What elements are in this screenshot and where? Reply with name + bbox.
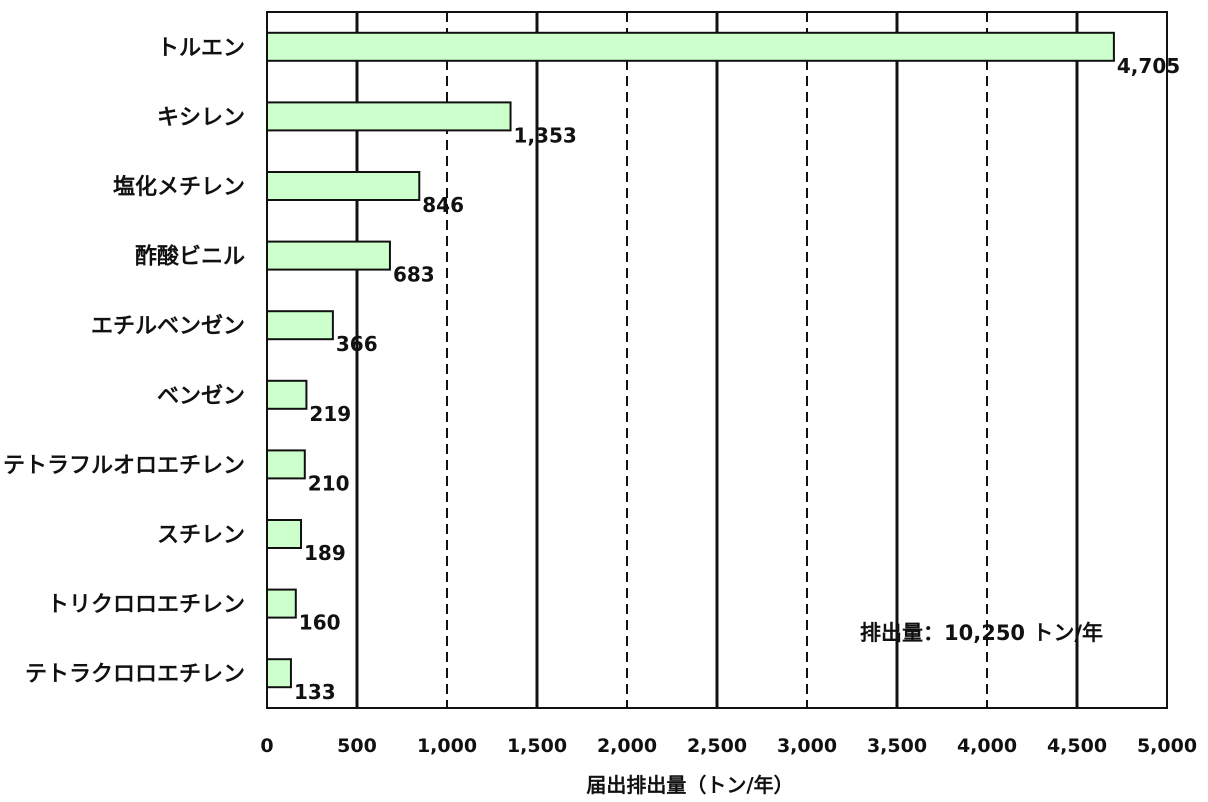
x-tick-label: 2,500 — [687, 735, 747, 757]
data-label: 160 — [299, 611, 341, 635]
x-tick-label: 1,500 — [507, 735, 567, 757]
bar — [266, 240, 391, 271]
bar — [266, 31, 1115, 62]
x-tick-label: 2,000 — [597, 735, 657, 757]
bar — [266, 658, 292, 689]
total-emission-annotation: 排出量：10,250 トン/年 — [860, 621, 1103, 645]
bar — [266, 171, 421, 201]
bar — [266, 588, 297, 619]
data-label: 210 — [308, 471, 350, 495]
data-label: 133 — [294, 680, 336, 704]
bar — [266, 379, 308, 410]
x-tick-label: 0 — [260, 735, 273, 757]
category-labels: トルエンキシレン塩化メチレン酢酸ビニルエチルベンゼンベンゼンテトラフルオロエチレ… — [3, 36, 245, 687]
category-label: 酢酸ビニル — [135, 245, 245, 270]
category-label: トリクロロエチレン — [47, 593, 245, 618]
x-tick-label: 5,000 — [1137, 735, 1197, 757]
data-label: 846 — [422, 193, 464, 217]
bar — [266, 519, 303, 549]
bar — [266, 101, 512, 132]
data-label: 4,705 — [1117, 54, 1180, 78]
bars — [266, 31, 1115, 689]
x-tick-label: 3,000 — [777, 735, 837, 757]
data-label: 1,353 — [514, 123, 577, 147]
x-axis-title: 届出排出量（トン/年） — [586, 773, 793, 797]
category-label: ベンゼン — [157, 384, 245, 409]
x-axis-ticks: 0 500 1,000 1,500 2,000 2,500 3,000 3,500 4,000 4… — [260, 735, 1197, 757]
category-label: トルエン — [157, 36, 245, 61]
category-label: キシレン — [157, 105, 245, 130]
data-label: 219 — [309, 402, 351, 426]
x-tick-label: 500 — [337, 735, 377, 757]
plot-area — [266, 11, 1168, 709]
data-label: 189 — [304, 541, 346, 565]
data-label: 683 — [393, 263, 435, 287]
x-tick-label: 3,500 — [867, 735, 927, 757]
x-tick-label: 4,000 — [957, 735, 1017, 757]
x-tick-label: 4,500 — [1047, 735, 1107, 757]
category-label: テトラクロロエチレン — [25, 662, 245, 687]
category-label: エチルベンゼン — [91, 314, 245, 339]
data-labels: 4,705 1,353 846 683 366 219 210 189 160 133 — [294, 54, 1180, 704]
category-label: スチレン — [157, 523, 245, 548]
category-label: テトラフルオロエチレン — [3, 453, 245, 478]
bar — [266, 310, 334, 341]
data-label: 366 — [336, 332, 378, 356]
x-tick-label: 1,000 — [417, 735, 477, 757]
bar — [266, 449, 306, 480]
category-label: 塩化メチレン — [113, 174, 245, 200]
